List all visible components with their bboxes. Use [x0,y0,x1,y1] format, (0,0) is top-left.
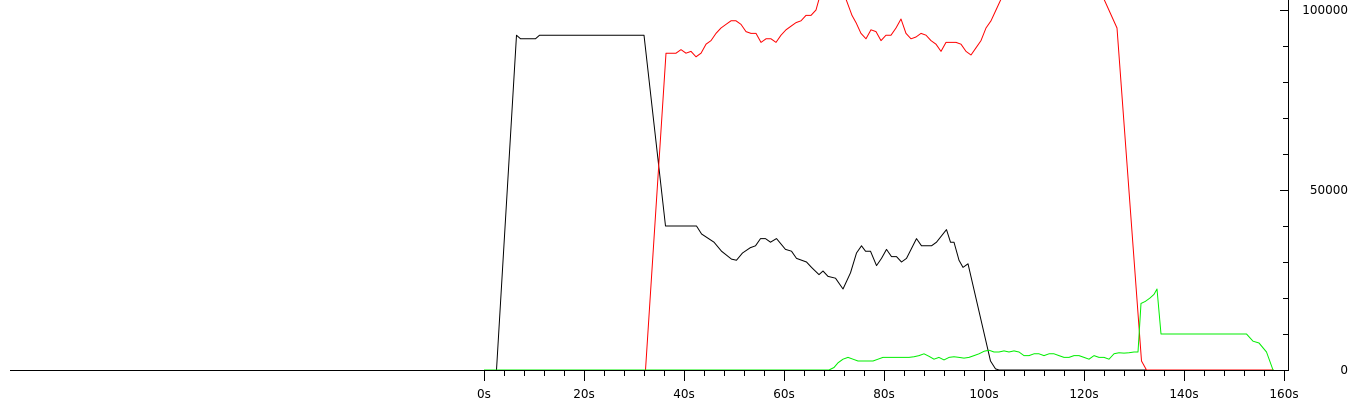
x-tick-label: 80s [873,387,895,401]
axis-layer: 0s 20s 40s 60s 80s 100s 120s 140s 160s 0 50000 1000… [10,0,1348,401]
x-tick-label: 120s [1069,387,1098,401]
x-tick-label: 0s [477,387,491,401]
x-tick-label: 100s [969,387,998,401]
x-tick-label: 20s [573,387,595,401]
x-tick-label: 160s [1269,387,1298,401]
y-tick-label: 0 [1340,363,1348,377]
x-tick-label: 60s [773,387,795,401]
x-tick-label: 40s [673,387,695,401]
series-layer [484,0,1274,371]
y-tick-label: 50000 [1310,183,1348,197]
x-tick-label: 140s [1169,387,1198,401]
series-line-1 [484,34,1274,371]
series-line-3 [484,288,1274,371]
series-line-2 [484,0,1274,371]
y-tick-label: 100000 [1302,3,1348,17]
